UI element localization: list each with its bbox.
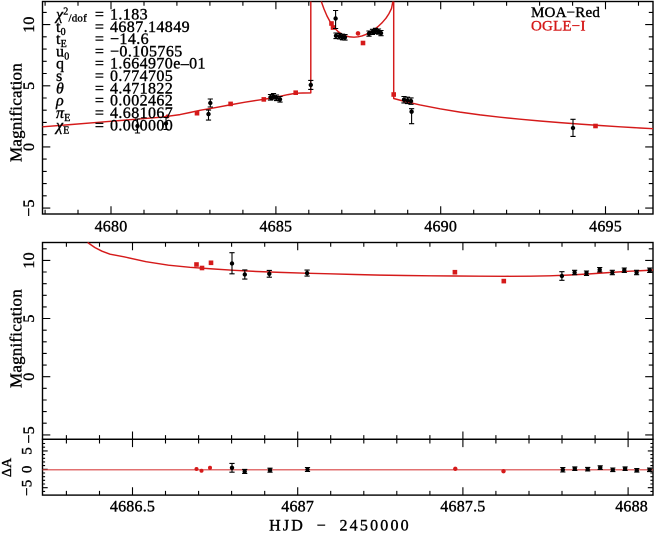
svg-text:=: = bbox=[95, 19, 104, 36]
svg-text:=: = bbox=[95, 31, 104, 48]
svg-text:−5: −5 bbox=[21, 426, 38, 443]
svg-text:5: 5 bbox=[21, 314, 38, 322]
svg-text:MOA−Red: MOA−Red bbox=[531, 5, 600, 21]
svg-text:0.002462: 0.002462 bbox=[110, 93, 173, 110]
svg-text:q: q bbox=[56, 56, 64, 73]
svg-text:ρ: ρ bbox=[55, 93, 64, 110]
svg-text:0.000000: 0.000000 bbox=[110, 117, 173, 134]
svg-text:HJD − 2450000: HJD − 2450000 bbox=[269, 518, 411, 535]
svg-text:χE: χE bbox=[54, 117, 70, 136]
svg-text:10: 10 bbox=[21, 252, 38, 268]
svg-text:=: = bbox=[95, 56, 104, 73]
svg-text:1.183: 1.183 bbox=[110, 6, 148, 23]
svg-text:=: = bbox=[95, 93, 104, 110]
svg-text:tE: tE bbox=[56, 31, 67, 50]
svg-text:Magnification: Magnification bbox=[7, 63, 26, 162]
svg-text:4680: 4680 bbox=[95, 219, 128, 236]
svg-text:5: 5 bbox=[21, 82, 38, 90]
svg-text:θ: θ bbox=[56, 80, 64, 97]
svg-text:4.471822: 4.471822 bbox=[110, 80, 173, 97]
svg-text:χ2/dof: χ2/dof bbox=[54, 6, 87, 24]
svg-text:4695: 4695 bbox=[589, 219, 622, 236]
svg-text:4.681067: 4.681067 bbox=[110, 105, 173, 122]
svg-text:s: s bbox=[56, 68, 62, 85]
svg-text:=: = bbox=[95, 68, 104, 85]
svg-text:−5: −5 bbox=[21, 199, 38, 216]
svg-text:10: 10 bbox=[21, 16, 38, 32]
svg-text:4685: 4685 bbox=[259, 219, 292, 236]
svg-text:0.774705: 0.774705 bbox=[110, 68, 173, 85]
svg-text:1.664970e–01: 1.664970e–01 bbox=[110, 56, 206, 73]
svg-text:0: 0 bbox=[21, 373, 38, 381]
svg-text:−5: −5 bbox=[20, 480, 36, 496]
svg-text:πE: πE bbox=[56, 105, 71, 124]
svg-text:−0.105765: −0.105765 bbox=[110, 43, 183, 60]
svg-text:4688: 4688 bbox=[615, 499, 648, 516]
svg-text:=: = bbox=[95, 105, 104, 122]
svg-text:=: = bbox=[95, 117, 104, 134]
svg-text:OGLE−I: OGLE−I bbox=[531, 19, 586, 35]
svg-text:Magnification: Magnification bbox=[7, 289, 26, 388]
svg-text:4687: 4687 bbox=[281, 499, 314, 516]
svg-text:4690: 4690 bbox=[424, 219, 457, 236]
svg-text:4686.5: 4686.5 bbox=[110, 499, 155, 516]
svg-text:5: 5 bbox=[20, 447, 36, 455]
svg-text:4687.5: 4687.5 bbox=[440, 499, 485, 516]
svg-text:−14.6: −14.6 bbox=[110, 31, 149, 48]
svg-text:4687.14849: 4687.14849 bbox=[110, 19, 190, 36]
svg-text:t0: t0 bbox=[56, 19, 66, 38]
svg-text:=: = bbox=[95, 6, 104, 23]
svg-text:0: 0 bbox=[21, 143, 38, 151]
svg-text:0: 0 bbox=[20, 465, 36, 473]
svg-text:=: = bbox=[95, 43, 104, 60]
svg-text:ΔA: ΔA bbox=[0, 457, 15, 477]
svg-text:=: = bbox=[95, 80, 104, 97]
